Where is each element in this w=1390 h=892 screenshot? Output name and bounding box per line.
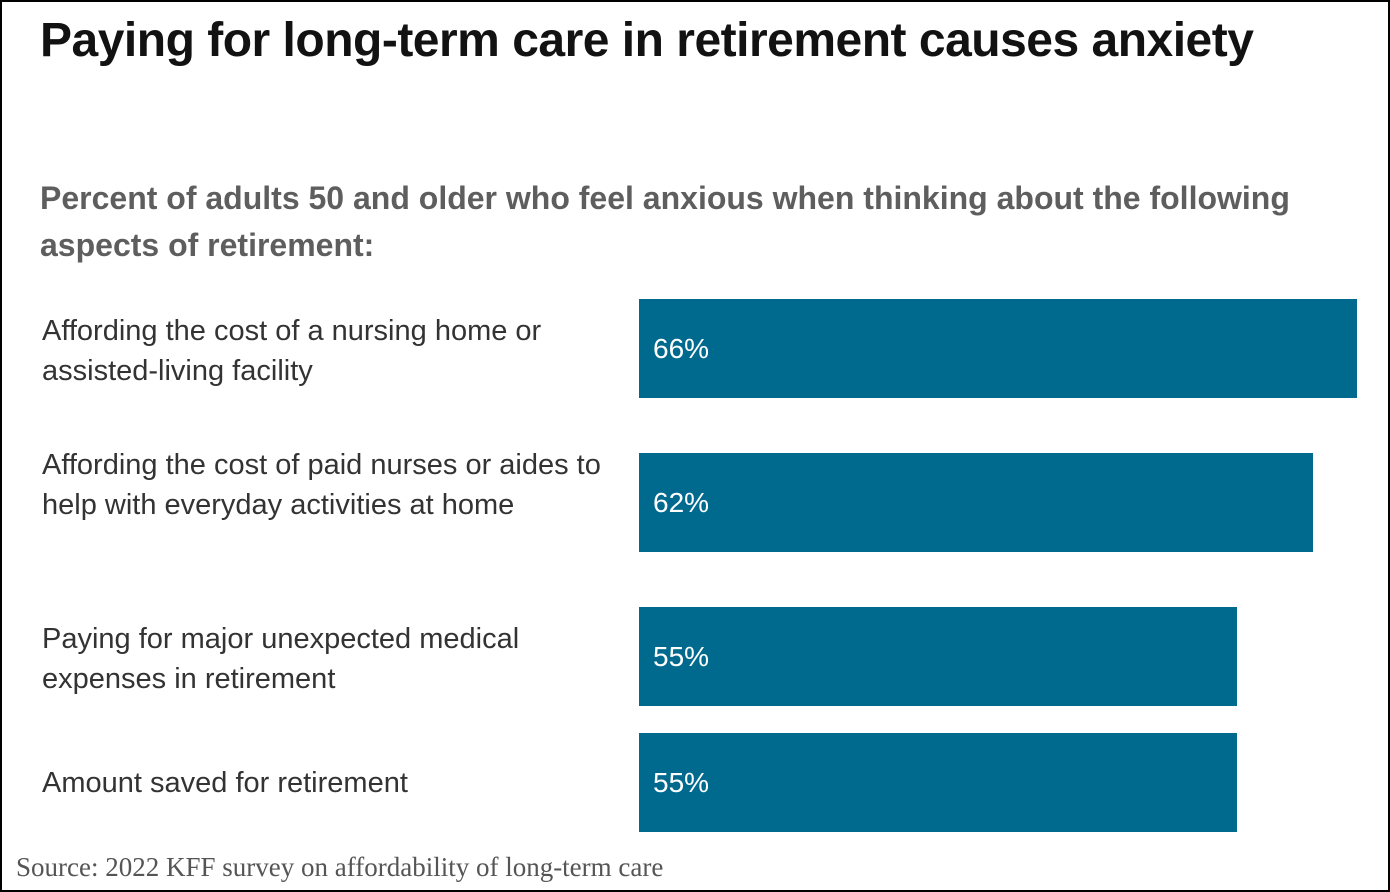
source-note: Source: 2022 KFF survey on affordability…	[16, 852, 664, 882]
bar-value-label: 66%	[653, 333, 710, 364]
bar: 66%	[639, 299, 1357, 398]
bar: 62%	[639, 453, 1313, 552]
category-label: Amount saved for retirement	[42, 767, 408, 799]
category-label: Affording the cost of paid nurses or aid…	[42, 449, 601, 521]
bar-value-label: 55%	[653, 767, 710, 798]
chart-title: Paying for long-term care in retirement …	[40, 14, 1254, 67]
category-label: Paying for major unexpected medical expe…	[42, 623, 520, 695]
bar-value-label: 55%	[653, 641, 710, 672]
chart-subtitle: Percent of adults 50 and older who feel …	[40, 180, 1290, 263]
category-label: Affording the cost of a nursing home or …	[42, 315, 542, 387]
bar: 55%	[639, 733, 1237, 832]
bar-value-label: 62%	[653, 487, 710, 518]
bar: 55%	[639, 607, 1237, 706]
